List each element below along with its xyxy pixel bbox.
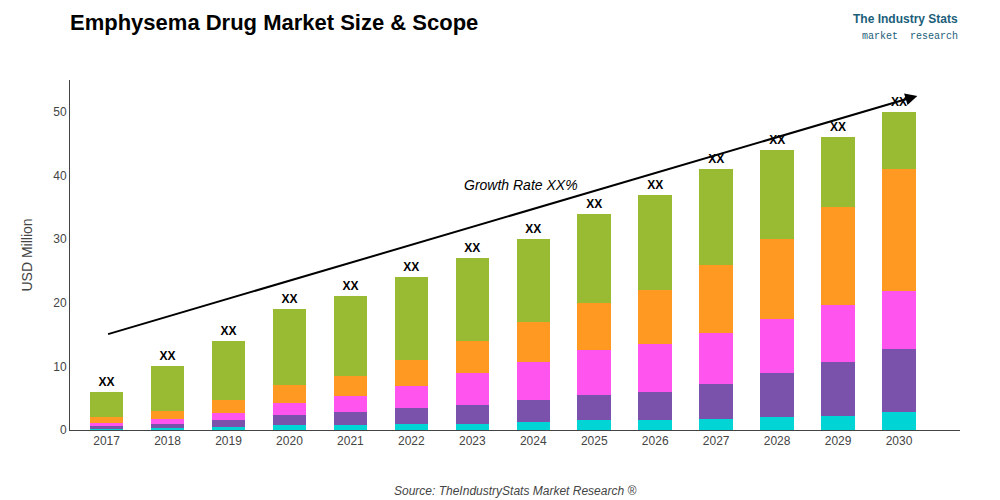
svg-text:XX: XX [708, 152, 724, 166]
svg-text:XX: XX [403, 260, 419, 274]
svg-text:2018: 2018 [154, 434, 181, 448]
svg-text:2029: 2029 [825, 434, 852, 448]
svg-text:30: 30 [53, 232, 67, 246]
svg-text:XX: XX [647, 178, 663, 192]
svg-text:2017: 2017 [93, 434, 120, 448]
svg-text:2022: 2022 [398, 434, 425, 448]
svg-text:2021: 2021 [337, 434, 364, 448]
svg-text:XX: XX [160, 349, 176, 363]
svg-text:2025: 2025 [581, 434, 608, 448]
svg-text:XX: XX [99, 375, 115, 389]
svg-text:2023: 2023 [459, 434, 486, 448]
svg-text:0: 0 [60, 423, 67, 437]
svg-text:Emphysema Drug Market Size & S: Emphysema Drug Market Size & Scope [70, 10, 478, 35]
svg-text:XX: XX [891, 95, 907, 109]
svg-text:10: 10 [53, 360, 67, 374]
svg-text:XX: XX [586, 197, 602, 211]
svg-text:The Industry Stats: The Industry Stats [853, 12, 958, 26]
svg-text:XX: XX [281, 292, 297, 306]
svg-text:40: 40 [53, 169, 67, 183]
svg-text:2020: 2020 [276, 434, 303, 448]
svg-text:XX: XX [769, 133, 785, 147]
svg-text:XX: XX [342, 279, 358, 293]
svg-text:2027: 2027 [703, 434, 730, 448]
svg-text:2030: 2030 [886, 434, 913, 448]
svg-text:XX: XX [830, 120, 846, 134]
svg-text:2019: 2019 [215, 434, 242, 448]
svg-text:Growth Rate XX%: Growth Rate XX% [464, 177, 578, 193]
svg-text:2026: 2026 [642, 434, 669, 448]
svg-text:market research: market research [862, 31, 958, 42]
svg-text:2024: 2024 [520, 434, 547, 448]
svg-text:2028: 2028 [764, 434, 791, 448]
svg-text:Source: TheIndustryStats Marke: Source: TheIndustryStats Market Research… [394, 484, 636, 498]
svg-text:XX: XX [525, 222, 541, 236]
svg-text:USD Million: USD Million [19, 218, 35, 291]
svg-text:XX: XX [464, 241, 480, 255]
svg-text:XX: XX [220, 324, 236, 338]
svg-text:20: 20 [53, 296, 67, 310]
svg-text:50: 50 [53, 105, 67, 119]
